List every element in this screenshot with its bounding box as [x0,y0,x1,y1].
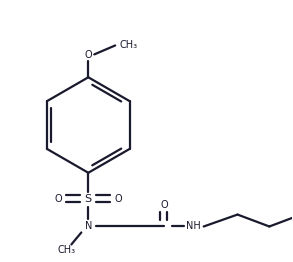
Text: N: N [85,221,92,232]
Text: O: O [160,200,168,210]
Text: NH: NH [186,221,201,232]
Text: O: O [55,194,62,204]
Text: CH₃: CH₃ [119,40,137,51]
Text: O: O [114,194,122,204]
Text: CH₃: CH₃ [57,245,76,255]
Text: S: S [85,194,92,204]
Text: O: O [84,50,92,61]
